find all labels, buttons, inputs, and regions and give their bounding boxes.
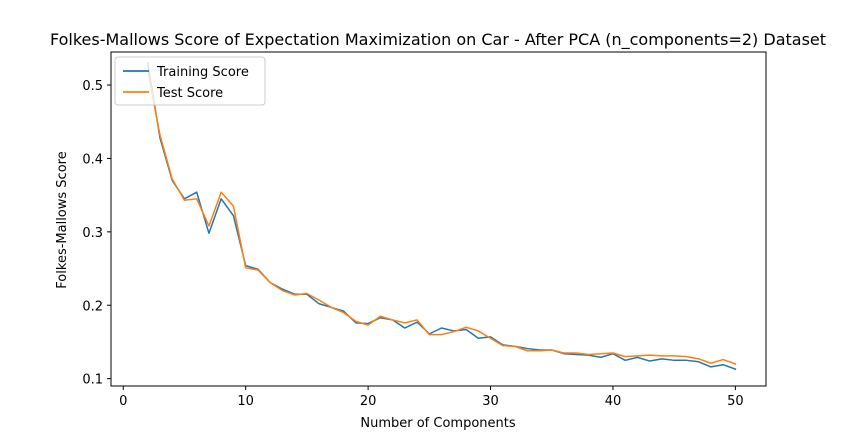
series-line-test-score [146,69,737,365]
x-tick-label: 40 [605,394,622,409]
legend-box [114,56,266,106]
y-tick-label: 0.2 [82,299,103,314]
x-axis-label: Number of Components [360,416,515,431]
plot-frame [110,51,767,387]
chart-title: Folkes-Mallows Score of Expectation Maxi… [50,30,826,50]
x-tick-label: 10 [237,394,254,409]
y-tick-label: 0.3 [82,226,103,241]
x-tick-label: 30 [482,394,499,409]
x-tick-label: 50 [727,394,744,409]
x-tick-label: 20 [360,394,377,409]
legend: Training Score Test Score [114,56,266,106]
y-tick-label: 0.4 [82,152,103,167]
legend-label-test-score: Test Score [156,86,223,101]
y-tick-label: 0.5 [82,79,103,94]
y-axis-label: Folkes-Mallows Score [55,151,70,288]
legend-label-training-score: Training Score [156,65,249,80]
plot-area: 0 10 20 30 40 50 0.1 0.2 0.3 0.4 0.5 [82,51,767,409]
x-tick-label: 0 [119,394,127,409]
y-tick-label: 0.1 [82,373,103,388]
